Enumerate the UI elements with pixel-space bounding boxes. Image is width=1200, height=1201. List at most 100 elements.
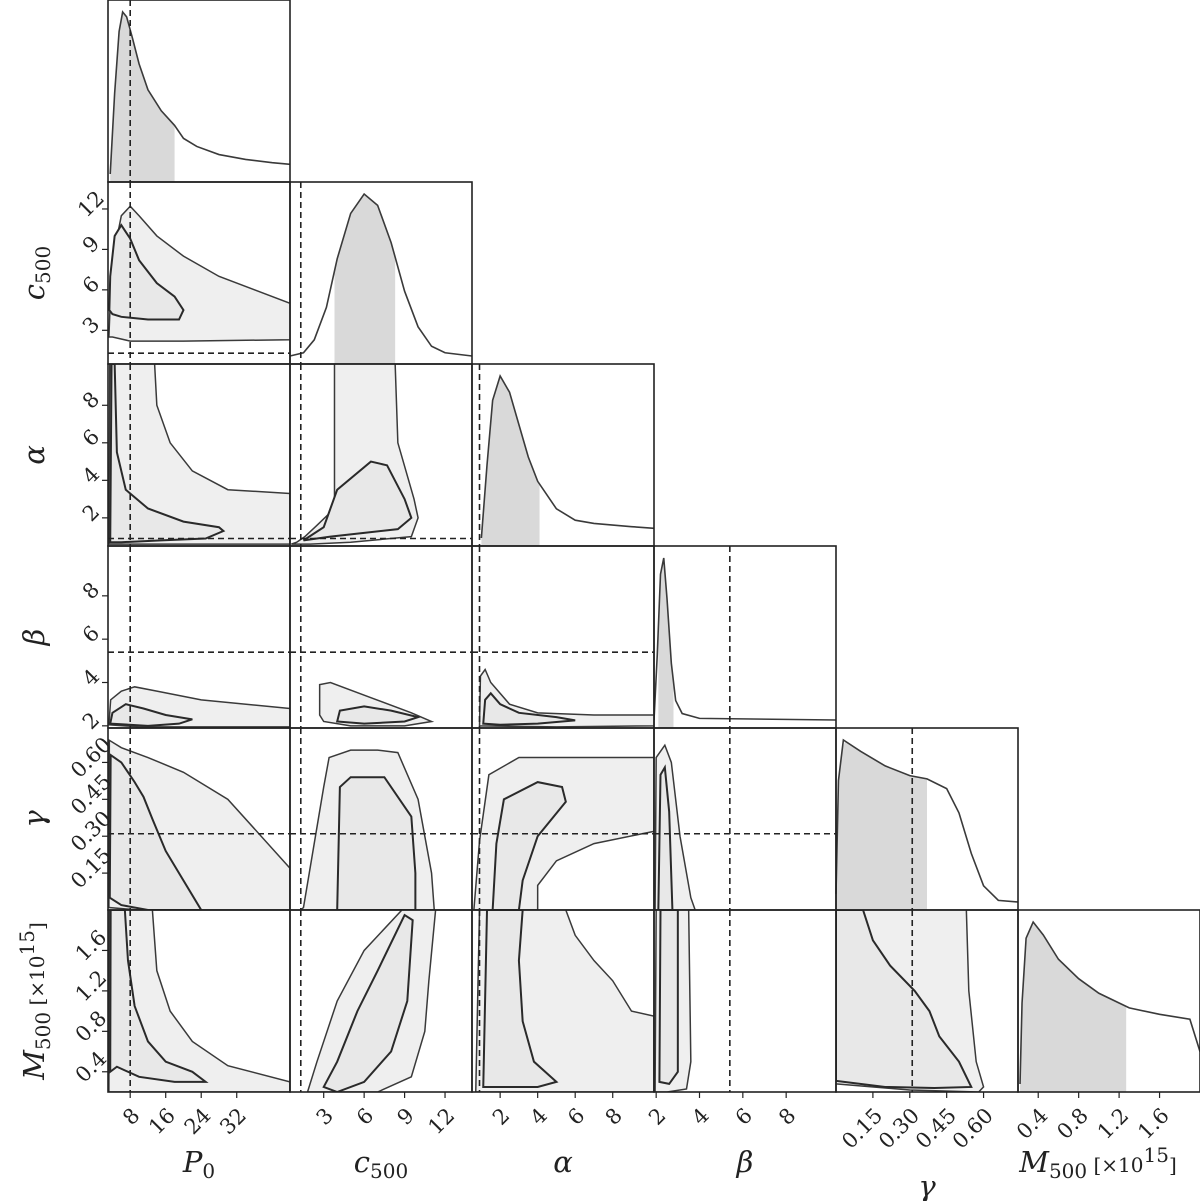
x-tick-label: 6 bbox=[352, 1103, 378, 1129]
x-axis-label-c500: c500 bbox=[354, 1145, 408, 1183]
joint-panel-alpha-M500 bbox=[471, 909, 655, 1093]
x-axis-label-alpha: α bbox=[553, 1145, 573, 1179]
contour-68 bbox=[482, 910, 559, 1088]
x-tick-label: 0.45 bbox=[911, 1103, 961, 1153]
y-tick-label: 2 bbox=[78, 708, 104, 734]
pdf-curve bbox=[289, 192, 473, 357]
credible-band bbox=[110, 12, 175, 183]
y-tick-label: 9 bbox=[78, 231, 104, 257]
joint-panel-alpha-gamma bbox=[471, 727, 655, 911]
contour-68 bbox=[108, 223, 185, 321]
joint-panel-c500-beta bbox=[289, 545, 473, 729]
contour-68 bbox=[836, 910, 973, 1089]
pdf-curve bbox=[1019, 920, 1200, 1085]
x-tick-label: 4 bbox=[687, 1103, 713, 1129]
x-tick-label: 6 bbox=[563, 1103, 589, 1129]
x-tick-label: 4 bbox=[526, 1103, 552, 1129]
credible-band bbox=[1020, 923, 1127, 1092]
contour-68 bbox=[657, 764, 674, 910]
contour-68 bbox=[335, 705, 422, 725]
y-tick-label: 4 bbox=[78, 462, 104, 488]
marginal-panel-c500 bbox=[289, 181, 473, 365]
y-axis-label-c500: c500 bbox=[17, 246, 55, 300]
x-axis-label-beta: β bbox=[736, 1145, 754, 1179]
y-axis-label-alpha: α bbox=[17, 445, 51, 465]
x-tick-label: 8 bbox=[601, 1103, 627, 1129]
joint-panel-P0-c500 bbox=[107, 181, 291, 365]
joint-panel-P0-beta bbox=[107, 545, 291, 729]
x-axis-label-P0: P0 bbox=[182, 1145, 215, 1183]
contour-95 bbox=[108, 364, 290, 545]
x-tick-label: 0.15 bbox=[837, 1103, 887, 1153]
contour-68 bbox=[109, 364, 226, 544]
y-axis-gamma: 0.150.300.450.60γ bbox=[17, 732, 116, 893]
y-tick-label: 0.4 bbox=[71, 1047, 112, 1088]
x-tick-label: 6 bbox=[731, 1103, 757, 1129]
marginal-panel-gamma bbox=[835, 727, 1019, 911]
y-tick-label: 0.8 bbox=[71, 1006, 112, 1047]
x-tick-label: 0.8 bbox=[1052, 1103, 1093, 1144]
credible-band bbox=[658, 559, 674, 728]
credible-band bbox=[836, 741, 927, 910]
y-tick-label: 1.2 bbox=[71, 966, 112, 1007]
contour-68 bbox=[658, 910, 679, 1086]
contour-68 bbox=[482, 691, 576, 726]
y-tick-label: 6 bbox=[78, 272, 104, 298]
x-axis-beta: 2 4 6 8β bbox=[644, 1092, 800, 1179]
panel-frame bbox=[835, 909, 1019, 1093]
joint-panel-c500-gamma bbox=[289, 727, 473, 911]
y-axis-label-M500: M500 [×1015] bbox=[15, 922, 55, 1081]
marginal-panel-beta bbox=[653, 545, 837, 729]
x-tick-label: 9 bbox=[392, 1103, 418, 1129]
x-axis-alpha: 2 4 6 8 α bbox=[488, 1092, 627, 1179]
credible-band bbox=[334, 194, 396, 364]
x-axis-gamma: 0.150.300.450.60 γ bbox=[837, 1092, 998, 1201]
x-tick-label: 8 bbox=[774, 1103, 800, 1129]
panel-frame bbox=[653, 545, 837, 729]
contour-95 bbox=[108, 910, 290, 1092]
y-tick-label: 8 bbox=[78, 578, 104, 604]
y-tick-label: 4 bbox=[78, 664, 104, 690]
y-tick-label: 8 bbox=[78, 387, 104, 413]
y-axis-M500: 0.40.81.21.6 M500 [×1015] bbox=[15, 922, 111, 1087]
pdf-curve bbox=[480, 374, 655, 539]
x-tick-label: 32 bbox=[215, 1103, 251, 1139]
x-tick-label: 0.60 bbox=[948, 1103, 998, 1153]
y-tick-label: 6 bbox=[78, 621, 104, 647]
marginal-panel-M500 bbox=[1017, 909, 1200, 1093]
y-tick-label: 2 bbox=[78, 500, 104, 526]
joint-panel-gamma-M500 bbox=[835, 909, 1019, 1093]
x-tick-label: 0.30 bbox=[874, 1103, 924, 1153]
y-axis-beta: 2 4 6 8 β bbox=[17, 578, 108, 734]
x-tick-label: 0.4 bbox=[1012, 1103, 1053, 1144]
y-tick-label: 6 bbox=[78, 425, 104, 451]
joint-panel-alpha-beta bbox=[471, 545, 655, 729]
y-axis-label-gamma: γ bbox=[17, 810, 51, 828]
y-tick-label: 12 bbox=[73, 186, 109, 222]
x-axis-label-M500: M500 [×1015] bbox=[1018, 1143, 1177, 1183]
x-tick-label: 12 bbox=[423, 1103, 459, 1139]
contour-68 bbox=[336, 776, 417, 910]
x-tick-label: 8 bbox=[118, 1103, 144, 1129]
y-tick-label: 1.6 bbox=[71, 925, 112, 966]
joint-panel-c500-alpha bbox=[289, 363, 473, 547]
x-tick-label: 3 bbox=[312, 1103, 338, 1129]
contour-68 bbox=[108, 753, 203, 910]
x-tick-label: 24 bbox=[180, 1103, 216, 1139]
pdf-curve bbox=[835, 738, 1019, 903]
x-tick-label: 1.2 bbox=[1093, 1103, 1134, 1144]
x-tick-label: 16 bbox=[144, 1103, 180, 1139]
credible-band bbox=[481, 377, 540, 546]
joint-panel-P0-M500 bbox=[107, 909, 291, 1093]
y-axis-alpha: 2 4 6 8 α bbox=[17, 387, 108, 526]
x-tick-label: 1.6 bbox=[1133, 1103, 1174, 1144]
joint-panel-beta-gamma bbox=[653, 727, 837, 911]
x-axis-label-gamma: γ bbox=[918, 1169, 936, 1201]
joint-panel-beta-M500 bbox=[653, 909, 837, 1093]
pdf-curve bbox=[109, 10, 291, 175]
contour-68 bbox=[302, 460, 413, 542]
x-tick-label: 2 bbox=[488, 1103, 514, 1129]
